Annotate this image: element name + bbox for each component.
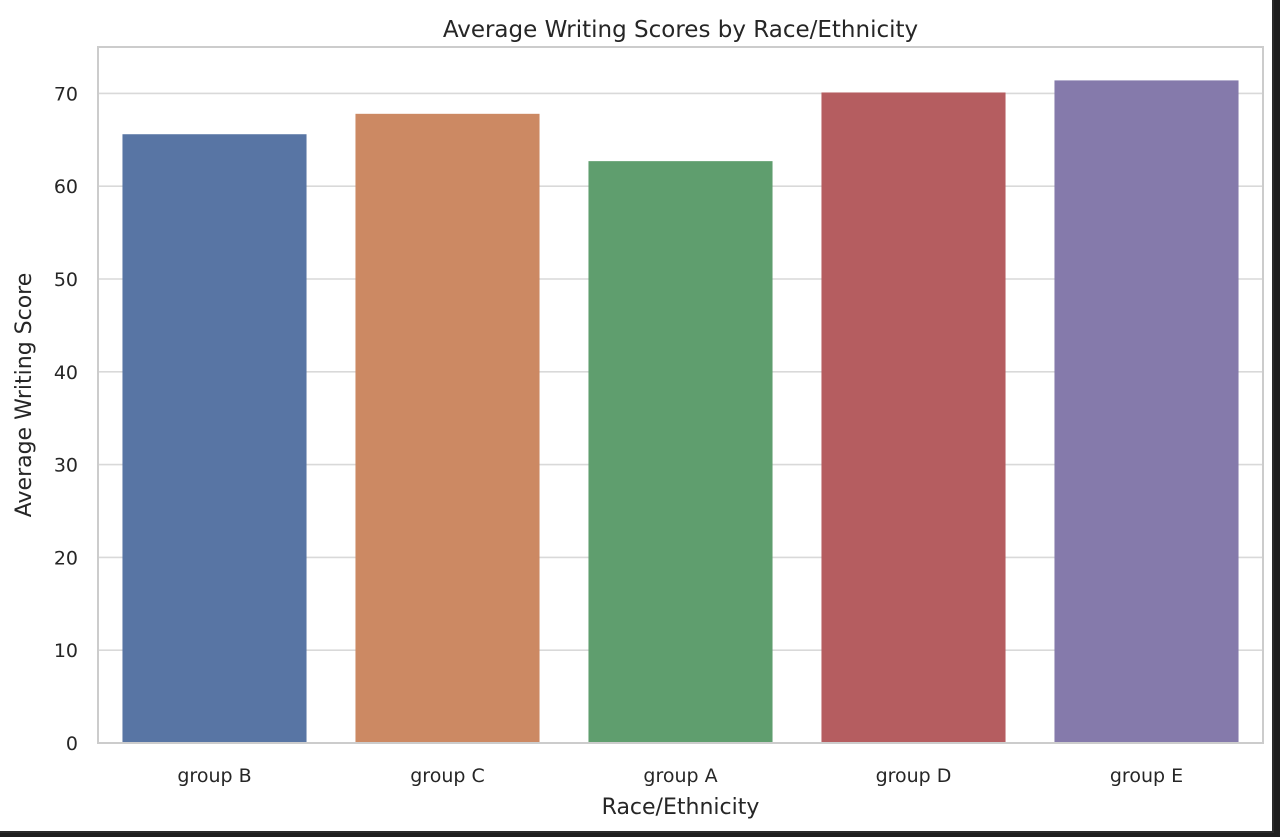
y-axis-label: Average Writing Score	[12, 273, 37, 518]
x-tick-label: group D	[876, 765, 952, 787]
x-axis-label: Race/Ethnicity	[602, 795, 760, 820]
bar-group-D	[821, 92, 1006, 744]
y-tick-label: 70	[54, 83, 78, 105]
plot-border	[97, 46, 1264, 744]
y-tick-label: 30	[54, 455, 78, 477]
bar-group-C	[355, 113, 540, 744]
y-tick-label: 50	[54, 269, 78, 291]
x-tick-label: group C	[410, 765, 485, 787]
bar-group-A	[588, 161, 773, 744]
y-tick-label: 40	[54, 362, 78, 384]
x-tick-label: group A	[643, 765, 717, 787]
y-tick-label: 20	[54, 547, 78, 569]
bar-group-B	[122, 134, 307, 743]
y-tick-label: 60	[54, 176, 78, 198]
chart-title: Average Writing Scores by Race/Ethnicity	[443, 17, 918, 43]
x-tick-label: group B	[177, 765, 251, 787]
y-tick-labels: 0 10 20 30 40 50 60 70	[54, 83, 78, 755]
y-tick-label: 10	[54, 640, 78, 662]
x-tick-label: group E	[1110, 765, 1183, 787]
bar-group-E	[1054, 80, 1239, 743]
x-tick-labels: group B group C group A group D group E	[177, 765, 1183, 787]
y-tick-label: 0	[66, 733, 78, 755]
bars	[122, 80, 1239, 744]
